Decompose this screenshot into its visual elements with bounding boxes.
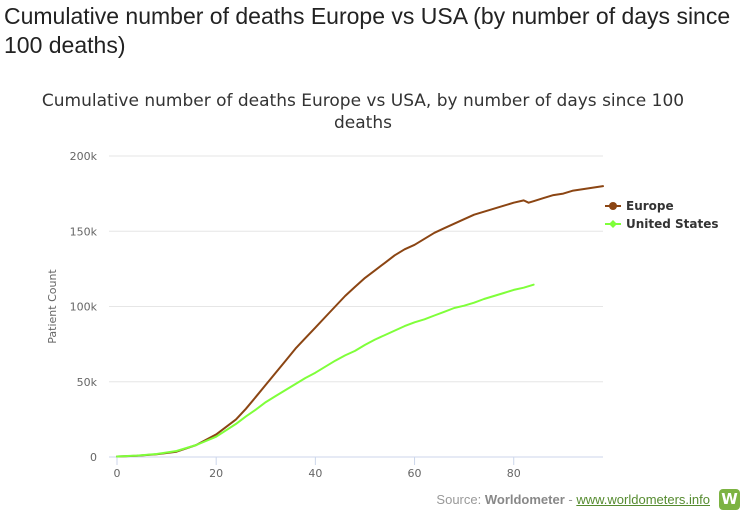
series-line-united-states[interactable] xyxy=(116,283,535,458)
y-tick-label: 0 xyxy=(90,451,97,464)
y-tick-label: 50k xyxy=(77,376,98,389)
page-title: Cumulative number of deaths Europe vs US… xyxy=(4,3,731,58)
x-tick-label: 40 xyxy=(308,467,322,480)
legend-marker xyxy=(609,220,617,228)
y-tick-label: 100k xyxy=(70,301,98,314)
legend-label: Europe xyxy=(626,199,674,213)
source-separator: - xyxy=(564,492,577,507)
grid-lines xyxy=(109,155,603,458)
axes: 0 50k 100k 150k 200k 0 20 40 60 80 Patient Count xyxy=(46,150,521,480)
y-tick-label: 200k xyxy=(70,150,98,163)
chart-title: Cumulative number of deaths Europe vs US… xyxy=(41,91,685,133)
y-axis-title: Patient Count xyxy=(46,269,59,344)
source-link[interactable]: www.worldometers.info xyxy=(576,492,710,507)
legend-marker xyxy=(609,202,617,210)
series-line-europe[interactable] xyxy=(116,185,604,458)
x-tick-label: 0 xyxy=(114,467,121,480)
y-tick-label: 150k xyxy=(70,225,98,238)
source-brand: Worldometer xyxy=(484,492,565,507)
source-credit: Source: Worldometer - www.worldometers.i… xyxy=(436,492,710,507)
legend-label: United States xyxy=(626,217,719,231)
x-tick-label: 20 xyxy=(209,467,223,480)
x-tick-label: 80 xyxy=(507,467,521,480)
worldometer-logo-icon: W xyxy=(719,489,740,510)
legend: Europe United States xyxy=(605,199,719,231)
x-tick-label: 60 xyxy=(408,467,422,480)
source-prefix: Source: xyxy=(436,492,485,507)
legend-item-united-states[interactable]: United States xyxy=(605,217,719,231)
legend-item-europe[interactable]: Europe xyxy=(605,199,674,213)
series-lines xyxy=(116,185,604,458)
